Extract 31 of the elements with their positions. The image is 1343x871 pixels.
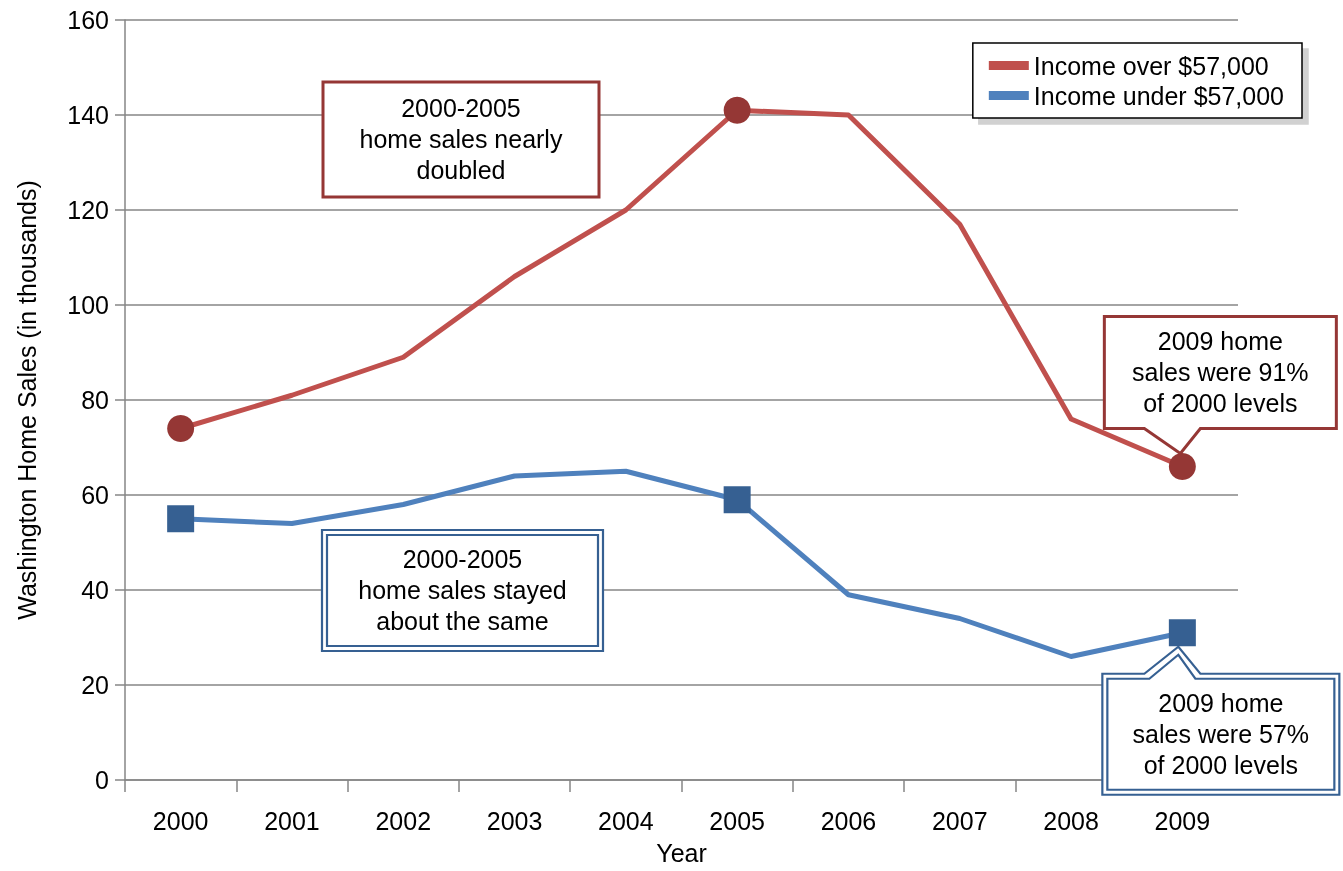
- x-tick-label: 2005: [709, 806, 765, 835]
- annotation: 2009 home sales were 91% of 2000 levels: [1131, 326, 1310, 419]
- legend-label: Income under $57,000: [1033, 81, 1284, 110]
- point: [1168, 453, 1196, 480]
- y-tick-label: 120: [67, 196, 109, 224]
- point: [723, 96, 751, 124]
- y-tick-label: 0: [95, 766, 109, 794]
- y-tick-label: 80: [81, 386, 109, 414]
- x-tick-label: 2002: [375, 806, 432, 835]
- point: [167, 415, 195, 442]
- annotation: 2009 home sales were 57% of 2000 levels: [1131, 687, 1311, 781]
- legend-label: Income over $57,000: [1033, 51, 1269, 80]
- x-tick-label: 2008: [1043, 806, 1099, 835]
- y-tick-label: 100: [67, 291, 109, 319]
- y-tick-label: 20: [81, 671, 109, 699]
- x-tick-label: 2007: [931, 806, 988, 835]
- x-tick-label: 2006: [820, 806, 877, 835]
- y-tick-label: 140: [67, 101, 109, 129]
- point: [723, 486, 751, 514]
- y-tick-label: 160: [67, 6, 109, 34]
- x-axis-title: Year: [656, 838, 707, 867]
- x-tick-label: 2000: [152, 806, 209, 835]
- x-tick-label: 2004: [598, 806, 654, 835]
- point: [167, 505, 195, 533]
- y-tick-label: 60: [81, 481, 109, 509]
- x-tick-label: 2009: [1154, 806, 1211, 835]
- y-tick-label: 40: [81, 576, 109, 604]
- x-tick-label: 2003: [486, 806, 543, 835]
- point: [1168, 619, 1196, 647]
- x-tick-label: 2001: [264, 806, 320, 835]
- y-axis-title: Washington Home Sales (in thousands): [12, 180, 41, 620]
